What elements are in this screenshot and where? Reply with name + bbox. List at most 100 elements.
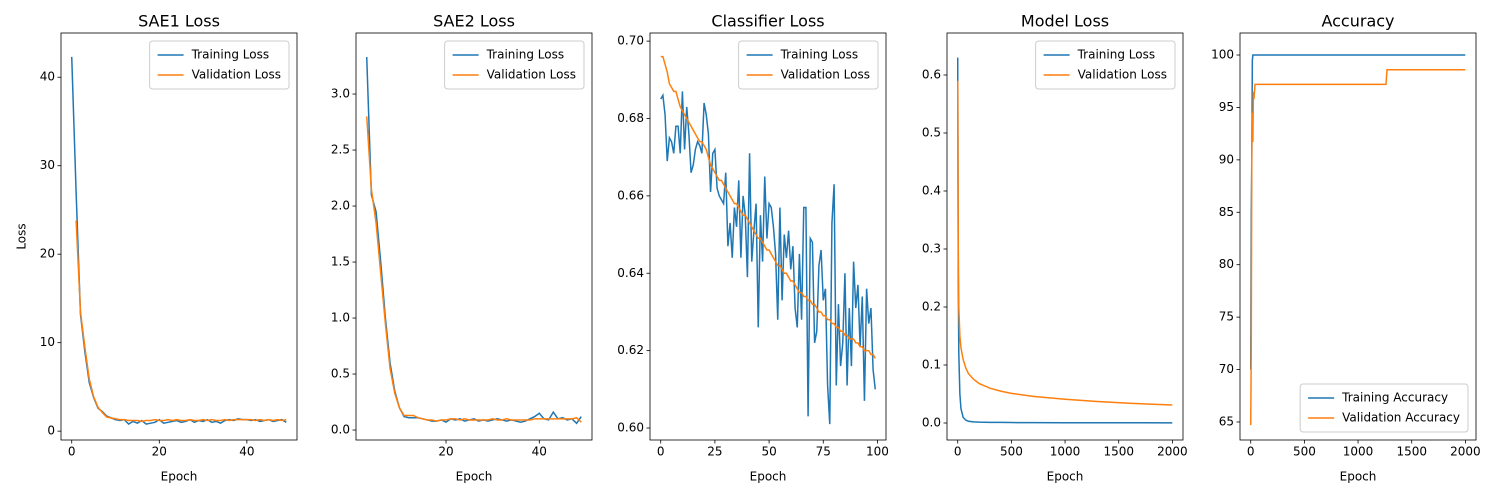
x-tick-label: 1500 xyxy=(1396,445,1427,459)
y-tick-label: 0.4 xyxy=(922,183,941,197)
y-tick-label: 0.5 xyxy=(331,367,350,381)
axes-frame xyxy=(60,32,298,441)
y-tick-label: 0.68 xyxy=(617,111,644,125)
x-tick-label: 40 xyxy=(532,445,547,459)
legend-label: Validation Loss xyxy=(487,68,576,82)
subplot-title: Model Loss xyxy=(1021,12,1109,31)
y-tick-label: 70 xyxy=(1219,362,1234,376)
y-tick-label: 95 xyxy=(1219,100,1234,114)
x-tick-label: 0 xyxy=(68,445,76,459)
subplot-title: SAE1 Loss xyxy=(138,12,220,31)
y-axis-label: Loss xyxy=(15,223,29,249)
axes-frame xyxy=(355,32,593,441)
legend: Training Loss Validation Loss xyxy=(444,40,585,90)
axes-frame xyxy=(649,32,887,441)
y-tick-label: 1.0 xyxy=(331,311,350,325)
legend-label: Training Loss xyxy=(486,48,564,62)
legend-box xyxy=(149,40,290,90)
subplot: 0 25 50 75 100 0.60 0.62 0.64 0.66 0.68 0.70 Classi… xyxy=(617,12,889,484)
x-tick-label: 2000 xyxy=(1450,445,1481,459)
legend-label: Training Loss xyxy=(191,48,269,62)
x-tick-label: 50 xyxy=(761,445,776,459)
y-tick-label: 85 xyxy=(1219,205,1234,219)
subplot: 20 40 0.0 0.5 1.0 1.5 2.0 2.5 3.0 SAE2 Loss Epoch T… xyxy=(331,12,593,484)
subplot-title: Accuracy xyxy=(1321,12,1394,31)
y-tick-label: 0.3 xyxy=(922,241,941,255)
legend: Training Loss Validation Loss xyxy=(149,40,290,90)
subplot: 0 500 1000 1500 2000 0.0 0.1 0.2 0.3 0.4 0.5 0.6 Mod… xyxy=(922,12,1188,484)
y-tick-label: 3.0 xyxy=(331,87,350,101)
y-tick-label: 0 xyxy=(47,424,55,438)
x-tick-label: 1000 xyxy=(1050,445,1081,459)
legend-label: Training Accuracy xyxy=(1341,391,1448,405)
y-tick-label: 2.5 xyxy=(331,143,350,157)
x-tick-label: 0 xyxy=(657,445,665,459)
y-tick-label: 0.2 xyxy=(922,300,941,314)
y-tick-label: 0.66 xyxy=(617,188,644,202)
y-tick-label: 0.0 xyxy=(331,423,350,437)
legend: Training Loss Validation Loss xyxy=(738,40,879,90)
x-axis-label: Epoch xyxy=(161,470,198,484)
plot-area xyxy=(70,56,287,426)
y-tick-label: 20 xyxy=(40,247,55,261)
plot-area xyxy=(956,57,1173,424)
series-line xyxy=(660,55,876,359)
legend-label: Validation Loss xyxy=(192,68,281,82)
x-tick-label: 2000 xyxy=(1157,445,1188,459)
y-tick-label: 0.62 xyxy=(617,343,644,357)
y-tick-label: 0.64 xyxy=(617,266,644,280)
series-line xyxy=(660,91,877,425)
legend-box xyxy=(738,40,879,90)
y-tick-label: 0.0 xyxy=(922,416,941,430)
x-tick-label: 500 xyxy=(1000,445,1023,459)
y-tick-label: 1.5 xyxy=(331,255,350,269)
x-tick-label: 1500 xyxy=(1103,445,1134,459)
legend-label: Validation Accuracy xyxy=(1342,411,1460,425)
series-line xyxy=(365,57,582,425)
plot-area xyxy=(365,57,582,425)
x-tick-label: 75 xyxy=(816,445,831,459)
legend: Training Accuracy Validation Accuracy xyxy=(1299,383,1469,433)
series-line xyxy=(1249,54,1466,370)
subplot: 0 20 40 0 10 20 30 40 SAE1 Loss Epoch Loss Training… xyxy=(15,12,298,484)
legend-box xyxy=(1035,40,1176,90)
x-tick-label: 20 xyxy=(438,445,453,459)
y-tick-label: 0.70 xyxy=(617,34,644,48)
series-line xyxy=(75,220,287,423)
y-tick-label: 75 xyxy=(1219,310,1234,324)
y-tick-label: 0.5 xyxy=(922,125,941,139)
subplot-title: Classifier Loss xyxy=(711,12,824,31)
subplot: 0 500 1000 1500 2000 65 70 75 80 85 90 95 100 Accurac… xyxy=(1211,12,1481,484)
legend: Training Loss Validation Loss xyxy=(1035,40,1176,90)
y-tick-label: 40 xyxy=(40,70,55,84)
y-tick-label: 65 xyxy=(1219,414,1234,428)
x-tick-label: 1000 xyxy=(1343,445,1374,459)
x-axis-label: Epoch xyxy=(456,470,493,484)
x-tick-label: 0 xyxy=(1247,445,1255,459)
series-line xyxy=(365,116,582,423)
x-tick-label: 500 xyxy=(1293,445,1316,459)
x-axis-label: Epoch xyxy=(1047,470,1084,484)
axes-frame xyxy=(1239,32,1477,441)
y-tick-label: 0.1 xyxy=(922,358,941,372)
series-line xyxy=(70,56,287,426)
axes-frame xyxy=(946,32,1184,441)
y-tick-label: 30 xyxy=(40,158,55,172)
x-axis-label: Epoch xyxy=(1340,470,1377,484)
legend-box xyxy=(444,40,585,90)
y-tick-label: 100 xyxy=(1211,48,1234,62)
x-tick-label: 25 xyxy=(707,445,722,459)
y-tick-label: 80 xyxy=(1219,257,1234,271)
subplot-title: SAE2 Loss xyxy=(433,12,515,31)
y-tick-label: 10 xyxy=(40,335,55,349)
y-tick-label: 0.6 xyxy=(922,67,941,81)
x-tick-label: 20 xyxy=(152,445,167,459)
series-line xyxy=(956,57,1173,424)
x-tick-label: 100 xyxy=(866,445,889,459)
y-tick-label: 90 xyxy=(1219,152,1234,166)
x-axis-label: Epoch xyxy=(750,470,787,484)
y-tick-label: 0.60 xyxy=(617,421,644,435)
y-tick-label: 2.0 xyxy=(331,199,350,213)
